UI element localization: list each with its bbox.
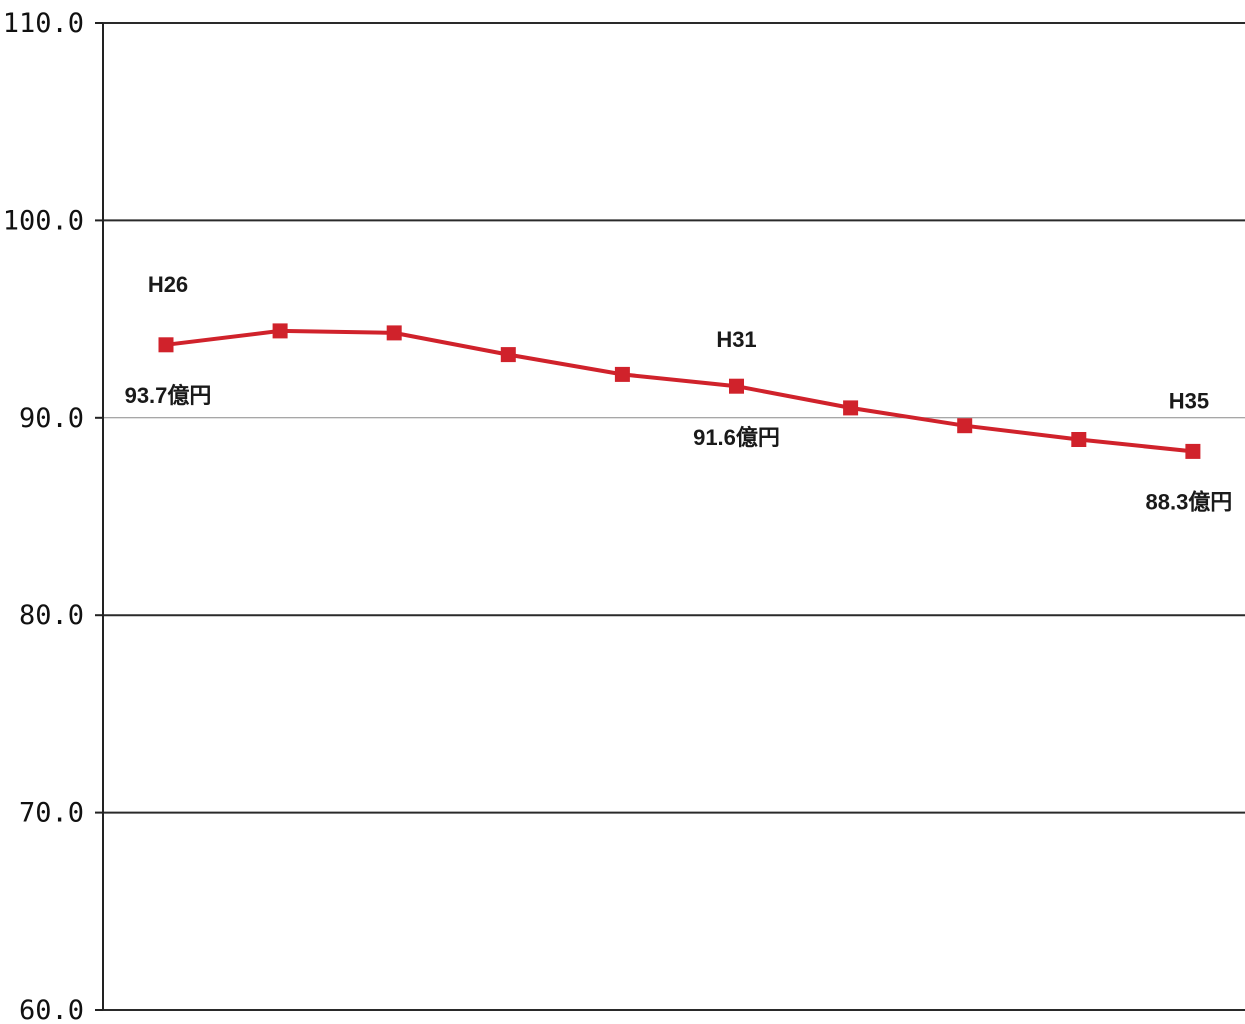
value-label: 88.3億円: [1145, 489, 1232, 514]
data-point-marker: [158, 337, 174, 353]
series: [158, 323, 1201, 459]
period-label: H35: [1169, 388, 1209, 413]
data-point-marker: [386, 325, 402, 341]
y-tick-label: 110.0: [3, 8, 84, 39]
data-point-marker: [614, 366, 630, 382]
gridlines: [95, 22, 1245, 1011]
data-point-marker: [1185, 443, 1201, 459]
series-line: [165, 328, 1194, 454]
period-label: H31: [716, 327, 756, 352]
data-point-marker: [272, 323, 288, 339]
data-point-marker: [1071, 432, 1087, 447]
data-point-marker: [957, 418, 973, 434]
y-tick-labels: 110.0 100.0 90.0 80.0 70.0 60.0: [3, 8, 84, 1024]
annotations: H26 93.7億円 H31 91.6億円 H35 88.3億円: [125, 272, 1233, 515]
y-tick-label: 100.0: [3, 205, 84, 236]
y-tick-label: 90.0: [19, 403, 84, 434]
value-label: 91.6億円: [693, 425, 780, 450]
y-tick-label: 60.0: [19, 995, 84, 1024]
data-point-marker: [843, 400, 859, 416]
data-point-marker: [500, 347, 516, 363]
y-tick-label: 70.0: [19, 798, 84, 829]
period-label: H26: [148, 272, 188, 297]
value-label: 93.7億円: [125, 383, 212, 408]
y-tick-label: 80.0: [19, 600, 84, 631]
data-point-marker: [729, 378, 744, 394]
